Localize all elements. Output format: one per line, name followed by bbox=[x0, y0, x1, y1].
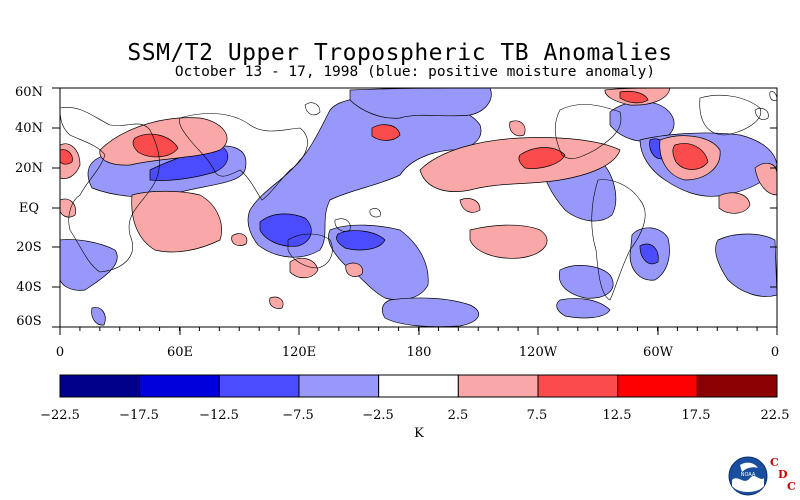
colorbar-swatch bbox=[537, 374, 619, 398]
noaa-logo-text: NOAA bbox=[741, 472, 756, 478]
cdc-letter-c1: C bbox=[770, 456, 779, 469]
anomaly-patch bbox=[672, 143, 709, 170]
colorbar-swatch bbox=[218, 374, 300, 398]
lat-label-60n: 60N bbox=[15, 85, 43, 100]
anomaly-patch bbox=[558, 265, 614, 299]
colorbar-swatch bbox=[617, 374, 698, 398]
lon-label-60e: 60E bbox=[167, 345, 193, 360]
anomaly-patch bbox=[371, 124, 401, 141]
lat-label-20n: 20N bbox=[15, 161, 43, 176]
lon-label-180: 180 bbox=[407, 345, 432, 360]
page-subtitle: October 13 - 17, 1998 (blue: positive mo… bbox=[174, 64, 656, 80]
colorbar-tick-label: −17.5 bbox=[119, 408, 159, 423]
colorbar-tick-label: 2.5 bbox=[448, 408, 469, 423]
anomaly-patch bbox=[469, 224, 548, 259]
colorbar-tick-label: −2.5 bbox=[362, 408, 394, 423]
anomaly-patch bbox=[556, 298, 611, 319]
anomaly-patch bbox=[754, 162, 777, 196]
cdc-letter-d: D bbox=[778, 468, 788, 481]
noaa-logo-icon: NOAA bbox=[728, 456, 768, 496]
colorbar-tick-label: −22.5 bbox=[40, 408, 80, 423]
colorbar-tick-label: −12.5 bbox=[199, 408, 239, 423]
anomaly-patch bbox=[718, 192, 751, 214]
anomaly-patch bbox=[60, 149, 73, 165]
anomaly-patch bbox=[269, 296, 284, 309]
anomaly-patch bbox=[132, 133, 179, 158]
anomaly-map bbox=[59, 87, 778, 328]
lon-label-120w: 120W bbox=[519, 345, 558, 360]
page-title: SSM/T2 Upper Tropospheric TB Anomalies bbox=[127, 40, 673, 66]
colorbar-tick-label: 12.5 bbox=[603, 408, 632, 423]
anomaly-patch bbox=[639, 243, 659, 265]
anomaly-patch bbox=[231, 233, 248, 246]
lat-label-60s: 60S bbox=[16, 314, 41, 329]
lon-label-120e: 120E bbox=[282, 345, 316, 360]
anomaly-patch bbox=[715, 233, 777, 297]
anomaly-patch bbox=[336, 230, 386, 251]
lat-label-40s: 40S bbox=[16, 280, 41, 295]
anomaly-patch bbox=[619, 90, 649, 104]
lon-label-0-end: 0 bbox=[771, 345, 779, 360]
anomaly-patch bbox=[509, 120, 526, 137]
anomaly-patch bbox=[131, 190, 222, 253]
colorbar-swatch bbox=[59, 374, 141, 398]
lat-label-eq: EQ bbox=[19, 201, 39, 216]
colorbar-tick-label: 7.5 bbox=[527, 408, 548, 423]
lon-label-60w: 60W bbox=[643, 345, 674, 360]
colorbar-labels: −22.5 −17.5 −12.5 −7.5 −2.5 2.5 7.5 12.5… bbox=[40, 408, 789, 441]
anomaly-patch bbox=[247, 91, 482, 258]
anomaly-patch bbox=[91, 307, 106, 326]
anomaly-patch bbox=[459, 198, 481, 213]
anomaly-patch bbox=[60, 239, 118, 291]
anomaly-patch bbox=[345, 262, 363, 277]
anomaly-patch bbox=[289, 257, 319, 279]
colorbar-swatch bbox=[696, 374, 778, 398]
longitude-labels: 0 60E 120E 180 120W 60W 0 bbox=[56, 345, 779, 360]
lon-label-0: 0 bbox=[56, 345, 64, 360]
colorbar-swatch bbox=[457, 374, 539, 398]
anomaly-patch bbox=[349, 88, 492, 119]
colorbar-tick-label: −7.5 bbox=[282, 408, 314, 423]
colorbar-swatch bbox=[139, 374, 220, 398]
colorbar-tick-label: 22.5 bbox=[761, 408, 790, 423]
colorbar-swatch bbox=[378, 374, 459, 398]
colorbar-tick-label: 17.5 bbox=[682, 408, 711, 423]
latitude-labels: 60N 40N 20N EQ 20S 40S 60S bbox=[15, 85, 43, 329]
colorbar bbox=[59, 374, 778, 398]
anomaly-patch bbox=[381, 297, 480, 327]
anomaly-patches bbox=[60, 88, 777, 327]
lat-label-40n: 40N bbox=[15, 121, 43, 136]
lat-label-20s: 20S bbox=[16, 240, 41, 255]
anomaly-patch bbox=[60, 198, 76, 218]
anomaly-patch bbox=[419, 137, 621, 192]
colorbar-swatch bbox=[298, 374, 380, 398]
colorbar-unit: K bbox=[414, 426, 424, 441]
cdc-letter-c2: C bbox=[787, 480, 796, 493]
anomaly-patch bbox=[518, 147, 566, 169]
axis-ticks bbox=[52, 87, 778, 335]
coastlines bbox=[60, 91, 777, 301]
anomaly-patch bbox=[259, 213, 312, 247]
